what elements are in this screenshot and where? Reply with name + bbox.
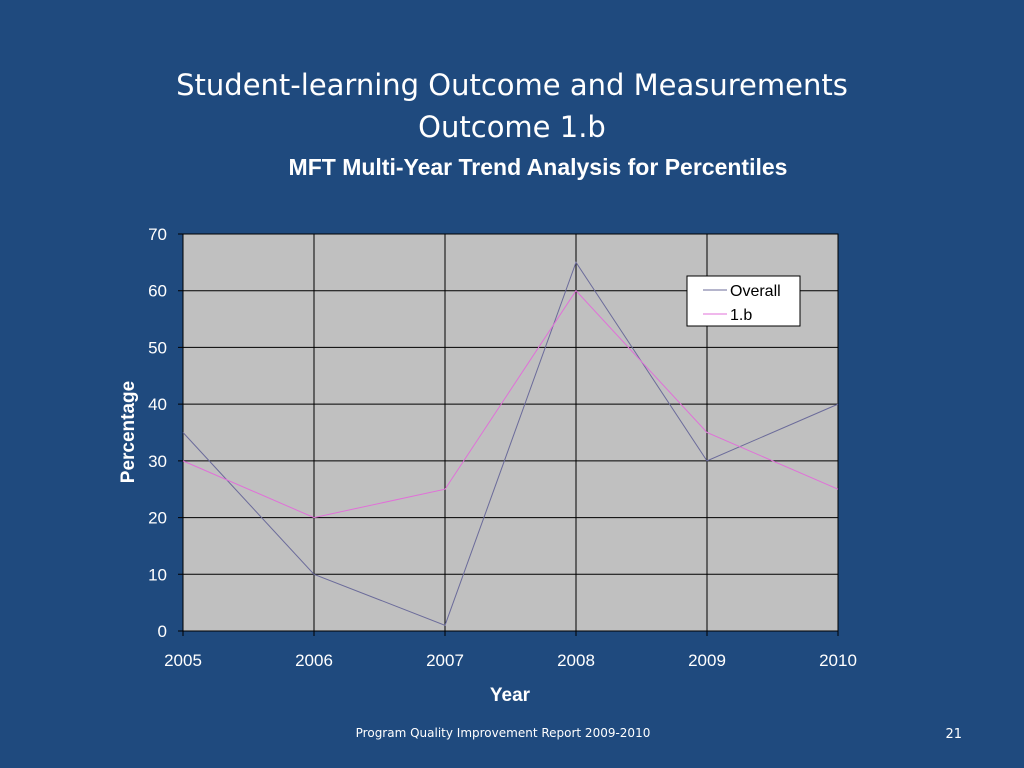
x-tick-label: 2010	[819, 651, 857, 670]
y-tick-label: 0	[158, 622, 167, 641]
y-tick-label: 20	[148, 509, 167, 528]
chart-title: MFT Multi-Year Trend Analysis for Percen…	[288, 154, 788, 180]
page-number: 21	[945, 727, 962, 742]
y-tick-label: 30	[148, 452, 167, 471]
series-line-1	[182, 289, 839, 519]
slide-title: Student-learning Outcome and Measurement…	[0, 64, 1024, 148]
x-tick-label: 2009	[688, 651, 726, 670]
slide-title-line1: Student-learning Outcome and Measurement…	[176, 68, 848, 102]
slide-footer: Program Quality Improvement Report 2009-…	[355, 726, 651, 740]
x-tick-label: 2005	[164, 651, 202, 670]
legend-box	[686, 275, 801, 327]
legend-label: 1.b	[730, 307, 752, 324]
y-tick-label: 40	[148, 395, 167, 414]
gridlines	[178, 233, 839, 636]
legend: Overall 1.b	[686, 275, 801, 327]
y-tick-labels: 0 10 20 30 40 50 60 70	[148, 225, 167, 641]
y-tick-label: 60	[148, 282, 167, 301]
x-tick-labels: 2005 2006 2007 2008 2009 2010	[164, 651, 857, 670]
y-axis-label: Percentage	[118, 381, 139, 483]
y-tick-label: 50	[148, 338, 167, 357]
slide-title-line2: Outcome 1.b	[418, 110, 606, 144]
series-lines	[182, 261, 839, 626]
x-tick-label: 2007	[426, 651, 464, 670]
series-line-0	[182, 261, 839, 626]
y-tick-label: 10	[148, 565, 167, 584]
legend-label: Overall	[730, 283, 781, 300]
x-tick-label: 2008	[557, 651, 595, 670]
x-tick-label: 2006	[295, 651, 333, 670]
y-tick-label: 70	[148, 225, 167, 244]
x-axis-label: Year	[490, 685, 531, 706]
